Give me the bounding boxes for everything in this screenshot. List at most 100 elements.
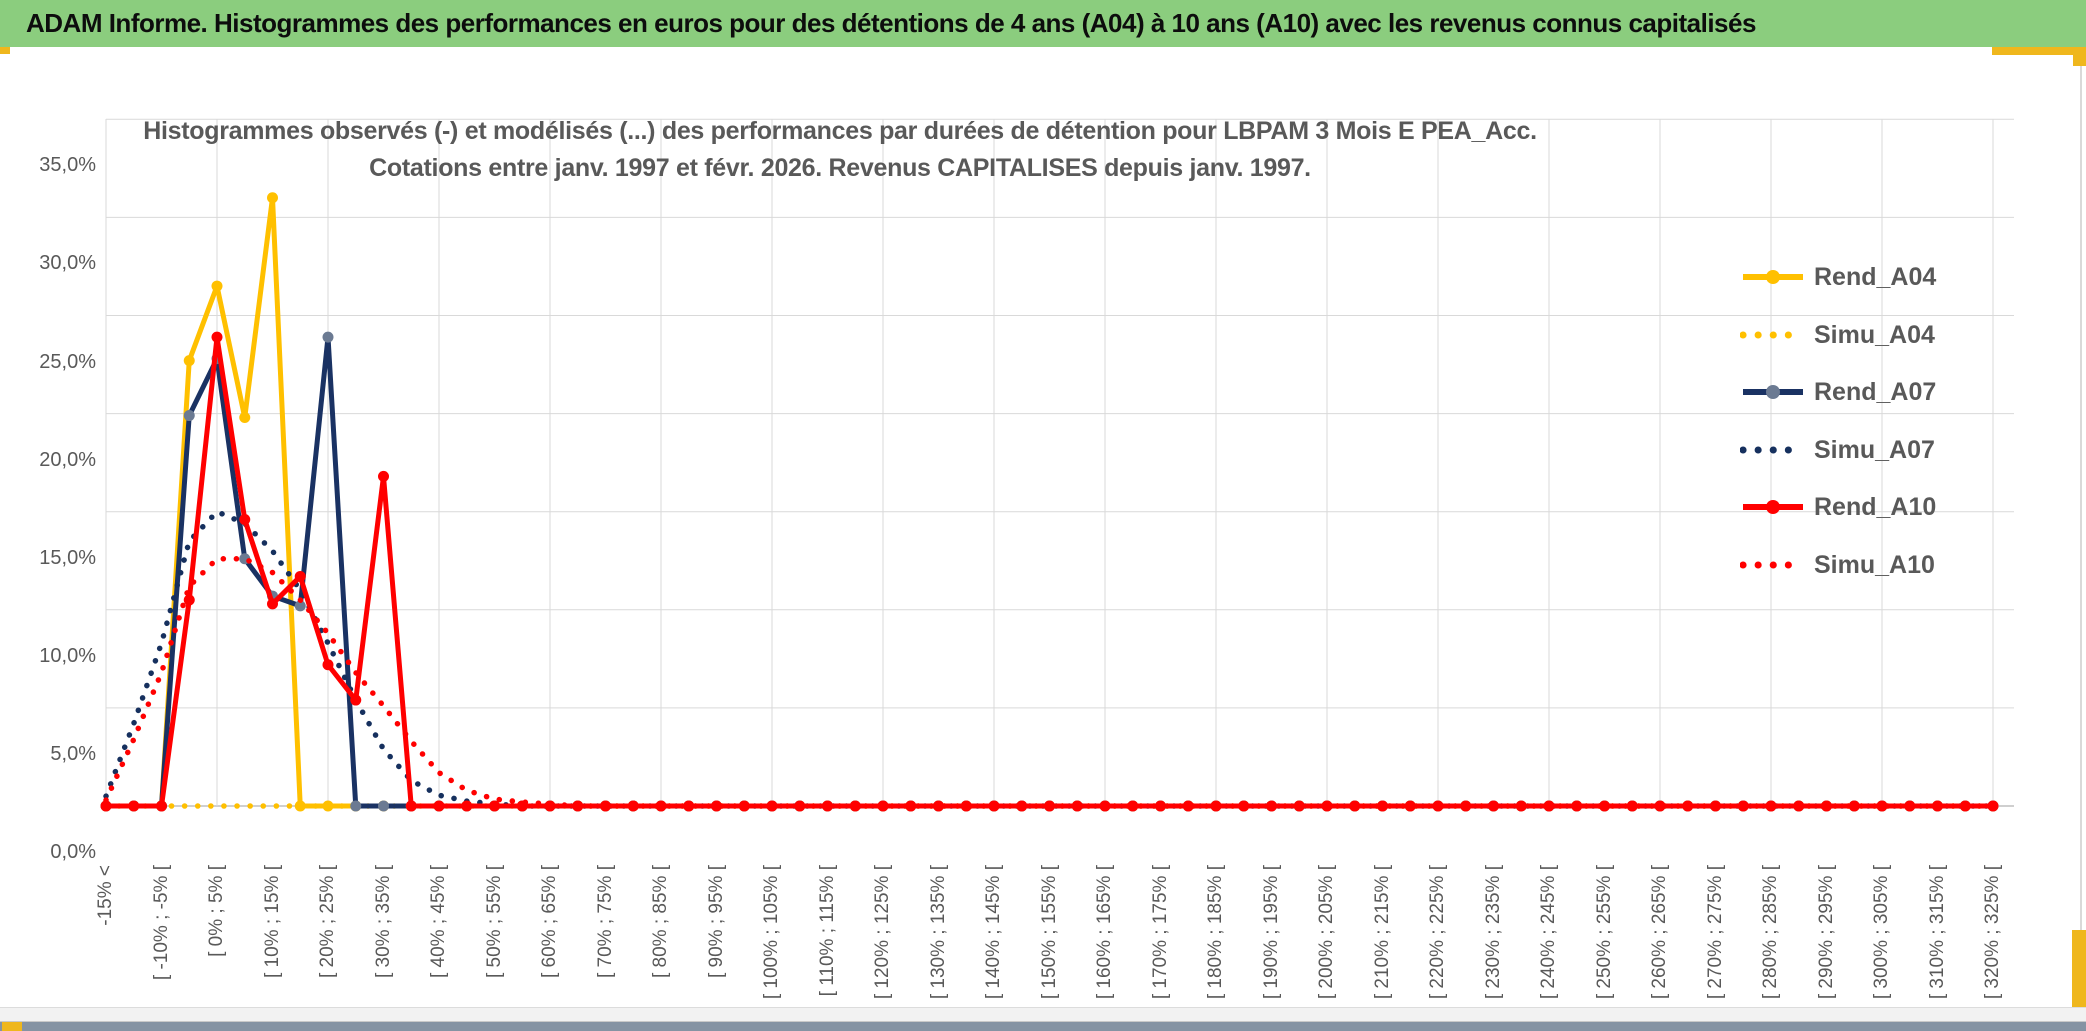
series-marker-Rend_A10 <box>239 514 251 526</box>
series-marker-Rend_A10 <box>1210 800 1222 812</box>
legend-item-Simu_A10: Simu_A10 <box>1740 548 1935 582</box>
series-marker-Rend_A10 <box>405 800 417 812</box>
y-tick-label: 15,0% <box>39 546 96 569</box>
horizontal-scrollbar[interactable] <box>0 1007 2086 1022</box>
x-tick-label: [ 230% ; 235% [ <box>1482 865 1504 1000</box>
series-marker-Rend_A10 <box>1876 800 1888 812</box>
x-tick-label: [ -10% ; -5% [ <box>150 865 172 981</box>
x-tick-label: [ 250% ; 255% [ <box>1593 865 1615 1000</box>
chart-right-border <box>2080 47 2082 1009</box>
legend-label: Simu_A10 <box>1814 550 1935 579</box>
series-marker-Rend_A10 <box>489 800 500 812</box>
series-marker-Rend_A10 <box>1821 800 1832 812</box>
x-tick-label: [ 200% ; 205% [ <box>1316 865 1337 1000</box>
series-marker-Rend_A04 <box>239 412 251 424</box>
x-tick-label: [ 320% ; 325% [ <box>1982 865 2003 1000</box>
sheet-title-bar: ADAM Informe. Histogrammes des performan… <box>0 0 2086 47</box>
series-marker-Rend_A10 <box>877 800 889 812</box>
series-marker-Rend_A10 <box>960 800 972 812</box>
series-marker-Rend_A10 <box>1654 800 1666 812</box>
x-tick-label: [ 260% ; 265% [ <box>1649 865 1670 1000</box>
series-marker-Rend_A10 <box>1682 800 1694 812</box>
legend-label: Rend_A04 <box>1814 262 1937 291</box>
series-marker-Rend_A10 <box>211 331 223 343</box>
series-marker-Rend_A10 <box>933 800 944 812</box>
y-tick-label: 0,0% <box>50 841 96 863</box>
x-tick-label: [ 90% ; 95% [ <box>705 865 727 979</box>
x-tick-label: [ 10% ; 15% [ <box>261 865 283 979</box>
series-marker-Rend_A10 <box>1904 800 1916 812</box>
x-tick-label: [ 310% ; 315% [ <box>1926 865 1948 1000</box>
series-marker-Rend_A10 <box>1599 800 1610 812</box>
y-tick-label: 10,0% <box>39 644 96 667</box>
chart-title-line2: Cotations entre janv. 1997 et févr. 2026… <box>369 154 1311 182</box>
series-marker-Rend_A04 <box>183 355 195 367</box>
x-tick-label: [ 300% ; 305% [ <box>1871 865 1892 1000</box>
series-marker-Rend_A07 <box>294 600 306 612</box>
series-marker-Rend_A10 <box>1349 800 1361 812</box>
series-marker-Rend_A10 <box>294 570 306 582</box>
series-marker-Rend_A10 <box>461 800 473 812</box>
x-tick-label: [ 170% ; 175% [ <box>1149 865 1171 1000</box>
x-tick-label: [ 20% ; 25% [ <box>317 865 338 979</box>
gold-accent-top-right <box>1992 47 2086 55</box>
gold-accent-top-right-tab <box>2073 47 2086 66</box>
x-tick-label: [ 130% ; 135% [ <box>927 865 949 1000</box>
x-tick-label: [ 290% ; 295% [ <box>1815 865 1837 1000</box>
series-marker-Rend_A10 <box>100 800 112 812</box>
x-tick-label: -15% < <box>95 865 116 926</box>
series-line-Simu_A10 <box>103 556 1996 809</box>
x-tick-label: [ 160% ; 165% [ <box>1094 865 1115 1000</box>
x-tick-label: [ 110% ; 115% [ <box>816 865 838 997</box>
series-marker-Rend_A10 <box>1571 800 1583 812</box>
legend-item-Rend_A07: Rend_A07 <box>1740 375 1936 409</box>
x-tick-label: [ 280% ; 285% [ <box>1760 865 1781 1000</box>
series-marker-Rend_A10 <box>156 800 167 812</box>
plot-area <box>100 118 2014 812</box>
series-marker-Rend_A10 <box>433 800 445 812</box>
legend-label: Rend_A10 <box>1814 492 1937 521</box>
legend-label: Rend_A07 <box>1814 377 1937 406</box>
gold-accent-bottom-left <box>2 1022 22 1031</box>
series-marker-Rend_A10 <box>1377 800 1388 812</box>
x-tick-label: [ 220% ; 225% [ <box>1427 865 1448 1000</box>
legend-key-icon <box>1743 500 1803 514</box>
y-tick-label: 35,0% <box>39 154 96 177</box>
sheet-title: ADAM Informe. Histogrammes des performan… <box>26 8 1756 38</box>
x-tick-label: [ 50% ; 55% [ <box>483 865 505 979</box>
series-marker-Rend_A07 <box>322 331 334 343</box>
x-tick-label: [ 190% ; 195% [ <box>1260 865 1282 1000</box>
x-tick-label: [ 270% ; 275% [ <box>1704 865 1726 1000</box>
legend-key-icon <box>1743 270 1803 284</box>
series-marker-Rend_A10 <box>627 800 639 812</box>
gold-accent-top-left <box>0 47 10 54</box>
series-marker-Rend_A10 <box>683 800 695 812</box>
x-tick-label: [ 240% ; 245% [ <box>1538 865 1559 1000</box>
x-tick-label: [ 140% ; 145% [ <box>983 865 1004 1000</box>
chart-area: Histogrammes observés (-) et modélisés (… <box>0 47 2086 1007</box>
x-tick-label: [ 180% ; 185% [ <box>1205 865 1226 1000</box>
x-tick-label: [ 100% ; 105% [ <box>761 865 782 1000</box>
legend-label: Simu_A04 <box>1814 320 1935 349</box>
x-tick-label: [ 80% ; 85% [ <box>650 865 671 979</box>
legend-key-icon <box>1743 385 1803 399</box>
series-marker-Rend_A10 <box>183 594 195 606</box>
series-marker-Rend_A07 <box>378 800 389 812</box>
series-marker-Rend_A10 <box>322 659 334 671</box>
legend-key-icon <box>1740 561 1806 569</box>
x-tick-label: [ 0% ; 5% [ <box>206 865 227 957</box>
series-marker-Rend_A07 <box>350 800 362 812</box>
x-tick-label: [ 210% ; 215% [ <box>1371 865 1393 1000</box>
series-marker-Rend_A10 <box>711 800 722 812</box>
series-marker-Rend_A10 <box>1404 800 1416 812</box>
window-bottom-edge <box>0 1022 2086 1031</box>
series-marker-Rend_A10 <box>1793 800 1805 812</box>
series-marker-Rend_A10 <box>1099 800 1111 812</box>
x-tick-label: [ 70% ; 75% [ <box>594 865 616 979</box>
legend-key-icon <box>1740 446 1806 454</box>
legend-item-Rend_A04: Rend_A04 <box>1740 260 1936 294</box>
series-marker-Rend_A10 <box>378 470 389 482</box>
series-marker-Rend_A10 <box>350 694 362 706</box>
gold-accent-right-strip <box>2072 930 2086 1014</box>
x-tick-label: [ 120% ; 125% [ <box>872 865 893 1000</box>
